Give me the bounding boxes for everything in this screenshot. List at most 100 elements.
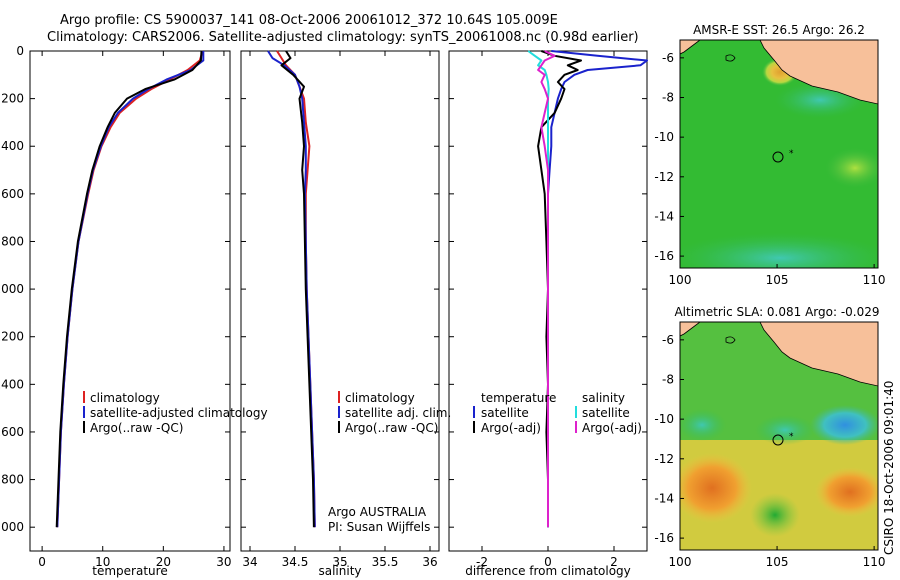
sst-map-title: AMSR-E SST: 26.5 Argo: 26.2 — [693, 23, 865, 37]
land-sumatra — [680, 322, 701, 337]
argo-position-marker — [772, 434, 784, 446]
x-tick-label: 30 — [216, 555, 231, 569]
island-outline — [725, 54, 736, 62]
map-x-tick-label: 105 — [766, 273, 789, 287]
y-tick-label: 0 — [16, 44, 24, 58]
y-tick-label: 1400 — [0, 377, 24, 391]
header-line1: Argo profile: CS 5900037_141 08-Oct-2006… — [60, 13, 558, 28]
series-line-salinity-argo-adj- — [537, 50, 556, 528]
sla-map-frame — [679, 321, 879, 551]
map-y-tick-label: -10 — [654, 130, 674, 144]
temperature-plot-frame — [29, 50, 231, 552]
x-tick-label: 35.5 — [372, 555, 399, 569]
map-y-tick-label: -10 — [654, 412, 674, 426]
x-tick-label: 0 — [38, 555, 46, 569]
legend-label-sal-argo: Argo(-adj) — [582, 421, 642, 435]
legend-label-temp-satellite: satellite — [481, 406, 529, 420]
series-line-climatology — [276, 50, 316, 528]
sla-map-field: * — [680, 322, 878, 550]
legend-label-satellite-adjusted: satellite-adjusted climatology — [90, 406, 268, 420]
map-x-tick-label: 100 — [669, 555, 692, 569]
series-line-temperature-argo-adj- — [537, 50, 582, 528]
salinity-xlabel: salinity — [318, 564, 361, 578]
map-y-tick-label: -8 — [662, 90, 674, 104]
land-java — [759, 40, 878, 105]
x-tick-label: 34 — [242, 555, 257, 569]
sla-high-sw — [680, 453, 752, 523]
sst-map-field: * — [680, 40, 878, 268]
series-line-satellite-adj-clim- — [267, 50, 316, 528]
map-x-tick-label: 105 — [766, 555, 789, 569]
map-y-tick-label: -6 — [662, 333, 674, 347]
land-sumatra — [680, 40, 701, 55]
series-line-climatology — [56, 50, 204, 528]
sla-cyan-patch-w — [680, 409, 726, 441]
x-tick-label: 35 — [332, 555, 347, 569]
csiro-timestamp: CSIRO 18-Oct-2006 09:01:40 — [882, 381, 896, 555]
map-y-tick-label: -14 — [654, 491, 674, 505]
y-tick-label: 400 — [1, 139, 24, 153]
series-line-argo-raw-qc- — [55, 50, 203, 528]
sst-map-axes: 100 105 110 -6 -8 -10 -12 -14 -16 — [654, 51, 885, 287]
series-line-satellite-adjusted-climatology — [56, 51, 205, 528]
sst-cool-patch-south — [680, 233, 878, 268]
y-tick-label: 2000 — [0, 520, 24, 534]
legend-label-argo: Argo(..raw -QC) — [345, 421, 438, 435]
salinity-plot-frame — [240, 50, 440, 552]
difference-xlabel: difference from climatology — [465, 564, 631, 578]
legend-label-climatology: climatology — [90, 391, 160, 405]
y-tick-label: 1000 — [0, 282, 24, 296]
temperature-xlabel: temperature — [92, 564, 167, 578]
x-tick-label: 2 — [610, 555, 618, 569]
salinity-legend: climatology satellite adj. clim. Argo(..… — [328, 391, 451, 534]
legend-label-satellite-adj: satellite adj. clim. — [345, 406, 451, 420]
legend-label-climatology: climatology — [345, 391, 415, 405]
difference-legend: temperature satellite Argo(-adj) salinit… — [473, 391, 642, 435]
sla-map-title: Altimetric SLA: 0.081 Argo: -0.029 — [674, 305, 879, 319]
island-outline — [725, 336, 736, 344]
sst-warm-patch — [825, 148, 878, 188]
difference-plot: -2 0 2 — [449, 50, 648, 569]
annotation-pi: PI: Susan Wijffels — [328, 520, 430, 534]
y-tick-label: 1200 — [0, 330, 24, 344]
x-tick-label: 36 — [422, 555, 437, 569]
legend-heading-salinity: salinity — [582, 391, 625, 405]
map-x-tick-label: 110 — [863, 555, 886, 569]
map-y-tick-label: -8 — [662, 372, 674, 386]
sla-low-e — [810, 405, 878, 445]
y-tick-label: 600 — [1, 187, 24, 201]
map-y-tick-label: -12 — [654, 170, 674, 184]
legend-label-temp-argo: Argo(-adj) — [481, 421, 541, 435]
series-line-temperature-satellite — [547, 50, 648, 528]
map-y-tick-label: -16 — [654, 249, 674, 263]
argo-position-marker — [772, 151, 784, 163]
y-tick-label: 200 — [1, 92, 24, 106]
argo-label-mark: * — [789, 432, 794, 442]
x-tick-label: 20 — [156, 555, 171, 569]
temperature-plot: 0 10 20 30 0 200 400 600 800 1000 1200 1400 1600 1800… — [0, 44, 232, 569]
series-line-argo-raw-qc- — [280, 50, 315, 528]
header-line2: Climatology: CARS2006. Satellite-adjuste… — [47, 30, 639, 45]
y-tick-label: 1800 — [0, 473, 24, 487]
land-java — [759, 322, 878, 387]
salinity-plot: 34 34.5 35 35.5 36 — [241, 50, 439, 569]
sst-map-frame — [679, 39, 879, 269]
sla-cyan-patch — [755, 415, 815, 445]
map-y-tick-label: -14 — [654, 209, 674, 223]
map-x-tick-label: 110 — [863, 273, 886, 287]
x-tick-label: 34.5 — [282, 555, 309, 569]
x-tick-label: 10 — [95, 555, 110, 569]
argo-label-mark: * — [789, 149, 794, 159]
annotation-argo-australia: Argo AUSTRALIA — [328, 505, 427, 519]
sla-map-axes: 100 105 110 -6 -8 -10 -12 -14 -16 — [654, 333, 885, 569]
legend-label-argo: Argo(..raw -QC) — [90, 421, 183, 435]
temperature-legend: climatology satellite-adjusted climatolo… — [83, 391, 268, 435]
y-tick-label: 1600 — [0, 425, 24, 439]
y-tick-label: 800 — [1, 234, 24, 248]
sla-high-se — [815, 467, 878, 517]
map-y-tick-label: -6 — [662, 51, 674, 65]
map-y-tick-label: -16 — [654, 531, 674, 545]
legend-heading-temperature: temperature — [481, 391, 556, 405]
map-x-tick-label: 100 — [669, 273, 692, 287]
